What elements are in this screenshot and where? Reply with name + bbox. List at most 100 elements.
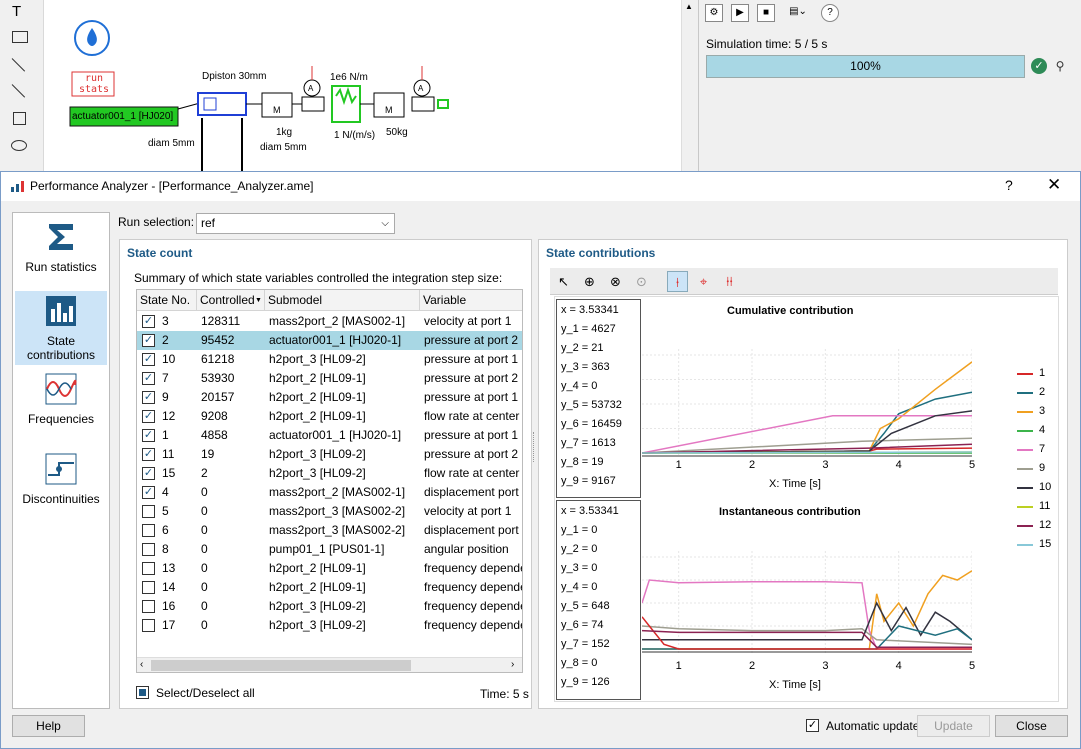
row-checkbox[interactable]: ✓ [142,410,155,423]
row-checkbox[interactable] [142,619,155,632]
row-checkbox[interactable] [142,581,155,594]
legend-entry[interactable]: 15 [1039,538,1052,550]
image-tool-icon[interactable] [12,31,28,43]
select-all-checkbox[interactable] [136,686,149,699]
close-button[interactable]: Close [995,715,1068,737]
row-checkbox[interactable]: ✓ [142,372,155,385]
legend-entry[interactable]: 12 [1039,519,1052,531]
simulation-time: Simulation time: 5 / 5 s [706,37,828,51]
scroll-thumb[interactable] [151,660,411,671]
row-checkbox[interactable] [142,524,155,537]
legend-entry[interactable]: 1 [1039,367,1046,379]
crosshair-icon[interactable]: ⌖ [699,274,708,289]
nav-frequencies[interactable]: Frequencies [15,369,107,443]
table-row[interactable]: 6 0 mass2port_3 [MAS002-2] displacement por… [137,521,522,540]
nav-run-statistics[interactable]: Run statistics [15,217,107,285]
table-row[interactable]: ✓ 7 53930 h2port_2 [HL09-1] pressure at port… [137,369,522,388]
table-horizontal-scrollbar[interactable]: ‹ › [137,657,522,672]
table-row[interactable]: 17 0 h2port_3 [HL09-2] frequency depender [137,616,522,635]
column-header-state-no[interactable]: State No. [137,290,197,311]
scroll-right-icon[interactable]: › [511,659,515,670]
dual-marker-icon[interactable]: ⍿⍿ [726,274,733,289]
state-no-cell: 11 [162,447,175,461]
canvas-vertical-scrollbar[interactable]: ▲ [681,0,698,172]
row-checkbox[interactable]: ✓ [142,315,155,328]
mass-1-icon [261,92,293,118]
monitor-icon[interactable]: ⚲ [1055,59,1065,73]
close-icon[interactable]: ✕ [1047,175,1062,194]
zoom-reset-icon[interactable]: ⊙ [636,274,647,289]
table-row[interactable]: 5 0 mass2port_3 [MAS002-2] velocity at port… [137,502,522,521]
table-row[interactable]: ✓ 11 19 h2port_3 [HL09-2] pressure at port 2 [137,445,522,464]
rectangle-tool-icon[interactable] [13,112,26,125]
column-header-controlled[interactable]: Controlled [197,290,265,311]
cumulative-chart[interactable] [642,349,972,457]
run-selection-dropdown[interactable]: ref ⌵ [196,213,395,234]
scroll-up-icon[interactable]: ▲ [685,2,693,11]
svg-text:A: A [308,84,314,93]
legend-entry[interactable]: 3 [1039,405,1046,417]
text-tool-icon[interactable]: T [12,3,22,20]
table-row[interactable]: ✓ 15 2 h2port_3 [HL09-2] flow rate at center… [137,464,522,483]
row-checkbox[interactable]: ✓ [142,448,155,461]
options-dropdown-icon[interactable]: ▤⌄ [789,6,807,17]
column-header-submodel[interactable]: Submodel [265,290,420,311]
arrow-tool-icon[interactable] [11,84,26,98]
table-row[interactable]: ✓ 3 128311 mass2port_2 [MAS002-1] velocity a… [137,312,522,331]
splitter-handle[interactable] [533,432,536,462]
plot-area: x = 3.53341 y_1 = 4627 y_2 = 21 y_3 = 363 y_… [554,296,1059,702]
play-icon[interactable]: ▶ [731,4,749,22]
table-row[interactable]: 14 0 h2port_2 [HL09-1] frequency depender [137,578,522,597]
stop-icon[interactable]: ■ [757,4,775,22]
legend-entry[interactable]: 7 [1039,443,1046,455]
table-row[interactable]: ✓ 2 95452 actuator001_1 [HJ020-1] pressure a… [137,331,522,350]
zoom-out-icon[interactable]: ⊗ [610,274,621,289]
legend-entry[interactable]: 9 [1039,462,1046,474]
update-button[interactable]: Update [917,715,990,737]
row-checkbox[interactable] [142,543,155,556]
legend-entry[interactable]: 2 [1039,386,1046,398]
row-checkbox[interactable]: ✓ [142,391,155,404]
scroll-left-icon[interactable]: ‹ [140,659,144,670]
table-row[interactable]: ✓ 1 4858 actuator001_1 [HJ020-1] pressure at… [137,426,522,445]
nav-state-contributions[interactable]: State contributions [15,291,107,365]
help-button[interactable]: Help [12,715,85,737]
row-checkbox[interactable] [142,562,155,575]
line-tool-icon[interactable] [11,58,26,72]
row-checkbox[interactable]: ✓ [142,334,155,347]
automatic-update-checkbox[interactable]: ✓ [806,719,819,732]
legend-entry[interactable]: 4 [1039,424,1046,436]
dpiston-label: Dpiston 30mm [202,71,267,82]
legend-entry[interactable]: 10 [1039,481,1052,493]
help-circle-icon[interactable]: ? [821,4,839,22]
table-row[interactable]: 13 0 h2port_2 [HL09-1] frequency depender [137,559,522,578]
row-checkbox[interactable] [142,600,155,613]
legend-entry[interactable]: 11 [1039,500,1051,512]
zoom-in-icon[interactable]: ⊕ [584,274,595,289]
run-selection-label: Run selection: [118,215,195,229]
row-checkbox[interactable]: ✓ [142,353,155,366]
table-row[interactable]: ✓ 10 61218 h2port_3 [HL09-2] pressure at por… [137,350,522,369]
ellipse-tool-icon[interactable] [11,140,27,151]
table-row[interactable]: ✓ 12 9208 h2port_2 [HL09-1] flow rate at cen… [137,407,522,426]
column-header-variable[interactable]: Variable [420,290,522,311]
nav-discontinuities[interactable]: Discontinuities [15,449,107,523]
table-row[interactable]: ✓ 4 0 mass2port_2 [MAS002-1] displacement po… [137,483,522,502]
table-row[interactable]: ✓ 9 20157 h2port_2 [HL09-1] pressure at port… [137,388,522,407]
table-row[interactable]: 16 0 h2port_3 [HL09-2] frequency depender [137,597,522,616]
legend-swatch [1017,449,1033,451]
table-row[interactable]: 8 0 pump01_1 [PUS01-1] angular position [137,540,522,559]
row-checkbox[interactable]: ✓ [142,467,155,480]
series-line-12 [642,629,972,648]
pointer-icon[interactable]: ↖ [558,274,569,289]
model-canvas[interactable]: M A M A run stats actuator001_1 [HJ020] … [44,0,681,172]
row-checkbox[interactable] [142,505,155,518]
settings-icon[interactable]: ⚙ [705,4,723,22]
marker-tool-icon[interactable]: ⍿ [667,271,688,292]
run-selection-value: ref [201,216,216,230]
instantaneous-chart[interactable] [642,551,972,653]
help-icon[interactable]: ? [1005,177,1013,193]
x-tick-label: 3 [822,459,829,471]
row-checkbox[interactable]: ✓ [142,486,155,499]
row-checkbox[interactable]: ✓ [142,429,155,442]
